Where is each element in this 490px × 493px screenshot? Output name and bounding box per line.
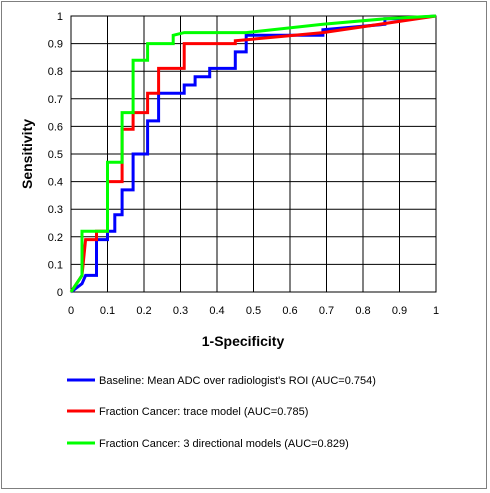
x-tick-label: 0.6 — [282, 305, 297, 317]
y-tick-label: 0.8 — [48, 66, 63, 78]
x-tick-label: 0.4 — [209, 305, 224, 317]
y-tick-label: 0 — [57, 287, 63, 299]
legend-label-1: Fraction Cancer: trace model (AUC=0.785) — [99, 406, 308, 418]
y-tick-label: 0.3 — [48, 204, 63, 216]
x-tick-label: 0.8 — [355, 305, 370, 317]
x-tick-labels: 0 0.1 0.2 0.3 0.4 0.5 0.6 0.7 0.8 0.9 1 — [68, 305, 439, 317]
x-tick-label: 0.9 — [392, 305, 407, 317]
x-tick-label: 0 — [68, 305, 74, 317]
x-tick-label: 1 — [433, 305, 439, 317]
series-lines — [69, 14, 437, 294]
y-tick-label: 0.4 — [48, 177, 63, 189]
y-tick-labels: 0 0.1 0.2 0.3 0.4 0.5 0.6 0.7 0.8 0.9 1 — [48, 11, 63, 299]
y-tick-label: 0.1 — [48, 259, 63, 271]
y-tick-label: 0.5 — [48, 149, 63, 161]
legend: Baseline: Mean ADC over radiologist's RO… — [67, 375, 376, 450]
y-axis-title: Sensitivity — [19, 119, 35, 189]
x-tick-label: 0.3 — [173, 305, 188, 317]
y-tick-label: 1 — [57, 11, 63, 23]
x-axis-title: 1-Specificity — [202, 333, 285, 349]
legend-label-2: Fraction Cancer: 3 directional models (A… — [99, 438, 349, 450]
series-line-2 — [69, 14, 437, 293]
y-tick-label: 0.2 — [48, 232, 63, 244]
legend-label-0: Baseline: Mean ADC over radiologist's RO… — [99, 375, 376, 387]
y-tick-label: 0.7 — [48, 94, 63, 106]
y-tick-label: 0.9 — [48, 39, 63, 51]
x-tick-label: 0.7 — [319, 305, 334, 317]
x-tick-label: 0.1 — [100, 305, 115, 317]
x-tick-label: 0.2 — [136, 305, 151, 317]
y-tick-label: 0.6 — [48, 121, 63, 133]
x-tick-label: 0.5 — [246, 305, 261, 317]
